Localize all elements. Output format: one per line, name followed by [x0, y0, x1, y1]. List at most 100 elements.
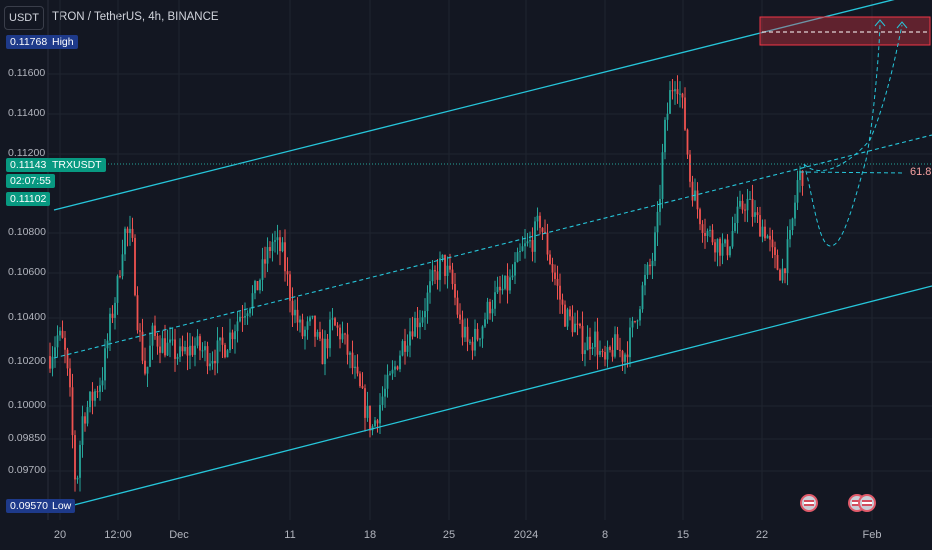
candle-body — [101, 380, 104, 386]
candle-body — [436, 271, 439, 280]
candle-body — [626, 354, 629, 358]
candle-body — [386, 374, 389, 389]
candle-body — [569, 309, 571, 317]
high-value-tag: 0.11768 — [6, 35, 52, 49]
candle-body — [59, 330, 61, 336]
time-tick-label: 2024 — [513, 529, 539, 541]
candle-body — [656, 211, 659, 233]
countdown-tag: 02:07:55 — [6, 174, 55, 188]
candle-body — [776, 254, 779, 270]
candle-body — [666, 113, 669, 120]
time-tick-label: 8 — [601, 529, 609, 541]
candle-body — [564, 304, 566, 327]
candle-body — [601, 351, 604, 353]
candle-body — [596, 331, 599, 355]
candle-body — [139, 330, 141, 332]
candle-body — [81, 416, 84, 445]
candle-body — [511, 275, 514, 278]
candle-body — [74, 435, 76, 480]
candle-body — [159, 346, 161, 353]
price-tick-label: 0.10000 — [8, 399, 46, 411]
candle-body — [634, 320, 636, 322]
candle-body — [641, 285, 644, 310]
time-tick-label: Feb — [862, 529, 882, 541]
candle-body — [731, 230, 734, 247]
currency-unit-button[interactable]: USDT — [4, 6, 44, 30]
candle-body — [216, 340, 219, 364]
candle-body — [226, 350, 229, 358]
candle-body — [341, 333, 344, 340]
candle-body — [701, 224, 704, 233]
candle-body — [461, 319, 464, 338]
candle-body — [314, 315, 316, 337]
candle-body — [76, 477, 79, 480]
candle-body — [104, 348, 106, 381]
candle-body — [169, 339, 171, 343]
candle-body — [231, 332, 234, 340]
candle-body — [576, 323, 579, 325]
candle-body — [281, 242, 284, 252]
candle-body — [254, 281, 256, 294]
candle-body — [721, 243, 724, 256]
candle-body — [66, 349, 69, 369]
us-flag-event-icon[interactable] — [858, 494, 876, 512]
candle-body — [799, 170, 801, 181]
candle-body — [636, 320, 639, 322]
candle-body — [509, 277, 511, 291]
candle-body — [251, 293, 254, 309]
candle-body — [739, 200, 741, 207]
candle-body — [179, 346, 181, 357]
candle-body — [716, 238, 719, 253]
candle-body — [446, 265, 449, 276]
candle-body — [284, 242, 286, 272]
candle-body — [711, 229, 714, 243]
candle-body — [214, 360, 216, 364]
candle-body — [426, 292, 429, 312]
candle-body — [649, 264, 651, 267]
candle-body — [439, 258, 441, 280]
candle-body — [614, 334, 616, 357]
candle-body — [801, 170, 804, 186]
channel-upper-line — [53, 0, 895, 211]
candle-body — [119, 276, 121, 278]
candle-body — [144, 360, 146, 374]
candle-body — [769, 235, 771, 240]
candle-body — [519, 250, 521, 253]
candle-body — [724, 239, 726, 244]
candle-body — [191, 345, 194, 355]
candle-body — [256, 281, 259, 291]
candle-body — [239, 316, 241, 322]
candle-body — [289, 274, 291, 301]
us-flag-event-icon[interactable] — [800, 494, 818, 512]
candle-body — [674, 89, 676, 92]
candle-body — [71, 387, 74, 436]
candle-body — [651, 260, 654, 267]
candle-body — [156, 335, 159, 347]
candle-body — [449, 265, 451, 270]
projection-path-1 — [803, 21, 881, 247]
candle-body — [746, 198, 749, 211]
candle-body — [729, 246, 731, 256]
candle-body — [304, 329, 306, 337]
candle-body — [49, 356, 51, 369]
candle-body — [679, 93, 681, 95]
time-tick-label: 22 — [755, 529, 769, 541]
candle-body — [541, 227, 544, 232]
candle-body — [621, 350, 624, 362]
candle-body — [526, 241, 529, 244]
candle-body — [774, 247, 776, 255]
candle-body — [719, 238, 721, 256]
candle-body — [136, 295, 139, 331]
candle-body — [796, 180, 799, 203]
candle-body — [309, 317, 311, 322]
candle-body — [324, 338, 326, 365]
time-tick-label: 25 — [442, 529, 456, 541]
candle-body — [639, 309, 641, 321]
candle-body — [141, 331, 144, 361]
candle-body — [454, 283, 456, 298]
candle-body — [544, 231, 546, 233]
candle-body — [61, 330, 64, 338]
candle-body — [241, 316, 244, 318]
candle-body — [109, 313, 111, 341]
